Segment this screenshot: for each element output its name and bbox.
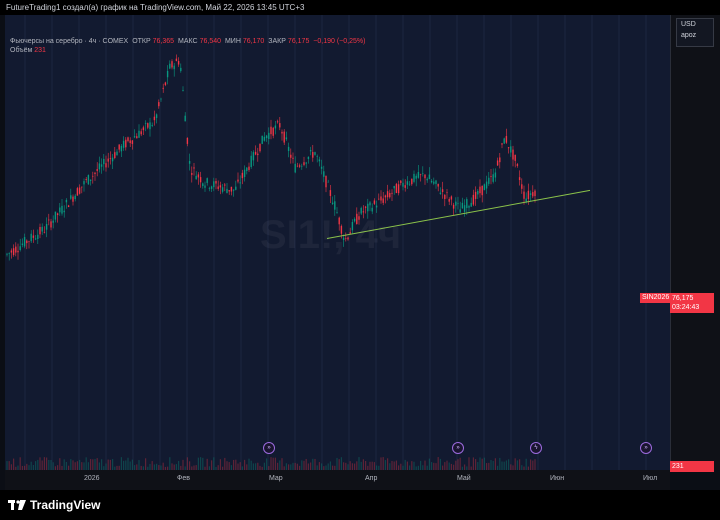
currency-label[interactable]: USD	[681, 21, 696, 28]
time-tick: Май	[457, 475, 471, 482]
change-value: −0,190 (−0,25%)	[313, 38, 366, 45]
current-volume: 231	[672, 463, 684, 470]
time-tick: Фев	[177, 475, 190, 482]
footer: TradingView	[0, 490, 720, 520]
scale-mode-label[interactable]: apoz	[681, 32, 697, 39]
candles	[6, 54, 536, 261]
publish-info-bar: FutureTrading1 создал(а) график на Tradi…	[0, 0, 720, 15]
time-tick: 2026	[84, 475, 100, 482]
time-tick: Июл	[643, 475, 658, 482]
current-price: 76,175	[672, 295, 694, 302]
low-value: 76,170	[242, 38, 265, 45]
event-marker-icon[interactable]: »	[263, 442, 275, 454]
bar-countdown: 03:24:43	[672, 304, 700, 311]
event-marker-icon[interactable]: »	[640, 442, 652, 454]
trend-line[interactable]	[326, 189, 591, 240]
current-symbol-tag: SIN2026	[640, 293, 672, 303]
ohlc-legend: Фьючерсы на серебро · 4ч · COMEX ОТКР 76,…	[10, 37, 367, 46]
high-value: 76,540	[199, 38, 222, 45]
event-marker-icon[interactable]: »	[452, 442, 464, 454]
close-value: 76,175	[287, 38, 310, 45]
price-axis[interactable]: 110,000107,500105,000102,500100,00097,50…	[670, 15, 720, 470]
volume-value: 231	[34, 47, 46, 54]
lightning-icon[interactable]: ϟ	[530, 442, 542, 454]
volume-label: Объём	[10, 47, 33, 54]
high-label: МАКС	[178, 38, 198, 45]
brand-name: TradingView	[30, 498, 101, 512]
candlestick-plot[interactable]	[5, 15, 670, 470]
chart-legend: Фьючерсы на серебро · 4ч · COMEX ОТКР 76,…	[10, 37, 367, 55]
current-price-box: 76,175 03:24:43	[670, 293, 714, 313]
time-tick: Июн	[550, 475, 565, 482]
time-tick: Мар	[269, 475, 283, 482]
current-volume-box: 231	[670, 461, 714, 472]
open-value: 76,365	[152, 38, 175, 45]
tradingview-logo[interactable]: TradingView	[8, 498, 100, 512]
volume-legend: Объём 231	[10, 46, 367, 55]
close-label: ЗАКР	[268, 38, 286, 45]
price-chart[interactable]: SI1!, 4ч Фьючерсы на серебро · 4ч · COME…	[5, 15, 670, 470]
open-label: ОТКР	[132, 38, 151, 45]
symbol-watermark: SI1!, 4ч	[260, 213, 402, 257]
low-label: МИН	[224, 38, 241, 45]
time-tick: Апр	[365, 475, 378, 482]
volume-bars	[6, 457, 536, 470]
symbol-name[interactable]: Фьючерсы на серебро · 4ч · COMEX	[10, 38, 129, 45]
tradingview-logo-icon	[8, 500, 26, 510]
currency-menu[interactable]: USD apoz	[676, 18, 714, 47]
time-axis[interactable]: 2026 Фев Мар Апр Май Июн Июл	[5, 470, 670, 490]
